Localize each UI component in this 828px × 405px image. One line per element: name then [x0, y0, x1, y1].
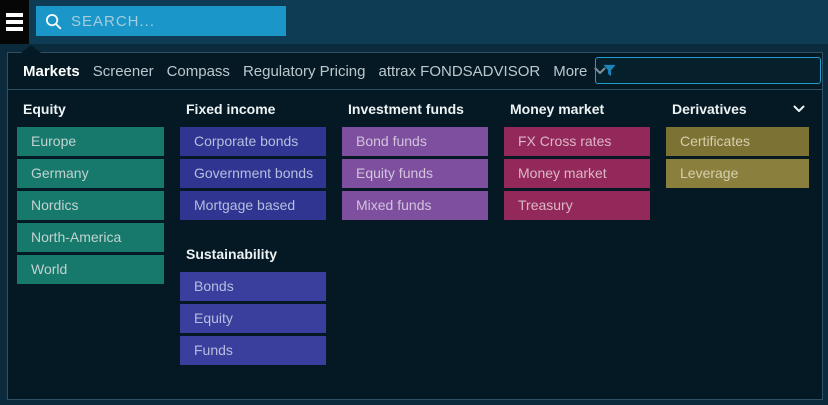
menu-item-treasury[interactable]: Treasury	[504, 191, 650, 220]
section-investment-funds: Investment funds Bond funds Equity funds Mi…	[342, 99, 488, 223]
section-header-label: Investment funds	[348, 100, 464, 117]
tab-screener[interactable]: Screener	[93, 63, 154, 80]
menu-item-europe[interactable]: Europe	[17, 127, 164, 156]
section-header-label: Fixed income	[186, 100, 276, 117]
topbar	[0, 0, 828, 44]
column-investment-funds: Investment funds Bond funds Equity funds Mi…	[342, 99, 488, 399]
menu-content: Equity Europe Germany Nordics North-America W…	[8, 91, 822, 399]
markets-dropdown-panel: Markets Screener Compass Regulatory Pricing…	[7, 45, 823, 400]
tab-compass[interactable]: Compass	[167, 63, 230, 80]
hamburger-menu-button[interactable]	[0, 0, 29, 44]
tab-markets[interactable]: Markets	[23, 63, 80, 80]
column-money-market: Money market FX Cross rates Money market Tr…	[504, 99, 650, 399]
tab-label: attrax FONDSADVISOR	[378, 62, 541, 80]
tab-attrax-fondsadvisor[interactable]: attrax FONDSADVISOR	[379, 63, 541, 80]
section-header-label: Money market	[510, 100, 605, 117]
page-backdrop: Markets Screener Compass Regulatory Pricing…	[0, 44, 828, 405]
menu-item-government-bonds[interactable]: Government bonds	[180, 159, 326, 188]
menu-item-mixed-funds[interactable]: Mixed funds	[342, 191, 488, 220]
menu-item-funds[interactable]: Funds	[180, 336, 326, 365]
chevron-down-icon	[594, 67, 606, 74]
section-header-label: Equity	[23, 100, 66, 117]
menu-item-world[interactable]: World	[17, 255, 164, 284]
menu-item-fx-cross-rates[interactable]: FX Cross rates	[504, 127, 650, 156]
section-sustainability: Sustainability Bonds Equity Funds	[180, 244, 326, 368]
column-fixed-income: Fixed income Corporate bonds Government bo…	[180, 99, 326, 399]
menu-item-certificates[interactable]: Certificates	[666, 127, 809, 156]
column-derivatives: Derivatives Certificates Leverage	[666, 99, 809, 399]
tab-bar: Markets Screener Compass Regulatory Pricing…	[8, 53, 822, 90]
fixed-income-header: Fixed income	[180, 99, 326, 118]
menu-item-north-america[interactable]: North-America	[17, 223, 164, 252]
section-header-label: Derivatives	[672, 100, 747, 117]
tab-label: More	[553, 62, 588, 80]
tab-list: Markets Screener Compass Regulatory Pricing…	[8, 63, 606, 80]
tab-label: Compass	[166, 62, 230, 80]
menu-item-corporate-bonds[interactable]: Corporate bonds	[180, 127, 326, 156]
tab-label: Markets	[23, 62, 80, 80]
menu-item-bonds[interactable]: Bonds	[180, 272, 326, 301]
section-derivatives: Derivatives Certificates Leverage	[666, 99, 809, 191]
menu-item-germany[interactable]: Germany	[17, 159, 164, 188]
filter-box[interactable]	[595, 57, 821, 84]
menu-item-nordics[interactable]: Nordics	[17, 191, 164, 220]
sustainability-header: Sustainability	[180, 244, 326, 263]
search-icon	[45, 13, 62, 29]
dropdown-pointer	[21, 45, 41, 53]
chevron-down-icon	[793, 105, 805, 112]
section-fixed-income: Fixed income Corporate bonds Government bo…	[180, 99, 326, 223]
menu-item-money-market[interactable]: Money market	[504, 159, 650, 188]
menu-item-mortgage-based[interactable]: Mortgage based	[180, 191, 326, 220]
menu-item-leverage[interactable]: Leverage	[666, 159, 809, 188]
hamburger-icon	[6, 13, 23, 31]
menu-item-bond-funds[interactable]: Bond funds	[342, 127, 488, 156]
search-box	[36, 6, 286, 36]
tab-more[interactable]: More	[553, 63, 606, 80]
menu-item-equity-funds[interactable]: Equity funds	[342, 159, 488, 188]
menu-item-equity[interactable]: Equity	[180, 304, 326, 333]
section-money-market: Money market FX Cross rates Money market Tr…	[504, 99, 650, 223]
filter-input[interactable]	[622, 63, 813, 78]
money-market-header: Money market	[504, 99, 650, 118]
search-input[interactable]	[71, 12, 277, 30]
equity-header: Equity	[17, 99, 164, 118]
investment-funds-header: Investment funds	[342, 99, 488, 118]
tab-regulatory-pricing[interactable]: Regulatory Pricing	[243, 63, 366, 80]
section-equity: Equity Europe Germany Nordics North-America W…	[17, 99, 164, 287]
tab-label: Regulatory Pricing	[242, 62, 366, 80]
column-equity: Equity Europe Germany Nordics North-America W…	[17, 99, 164, 399]
section-header-label: Sustainability	[186, 245, 278, 262]
tab-label: Screener	[92, 62, 154, 80]
derivatives-header[interactable]: Derivatives	[666, 99, 809, 118]
filter-icon	[603, 64, 616, 77]
